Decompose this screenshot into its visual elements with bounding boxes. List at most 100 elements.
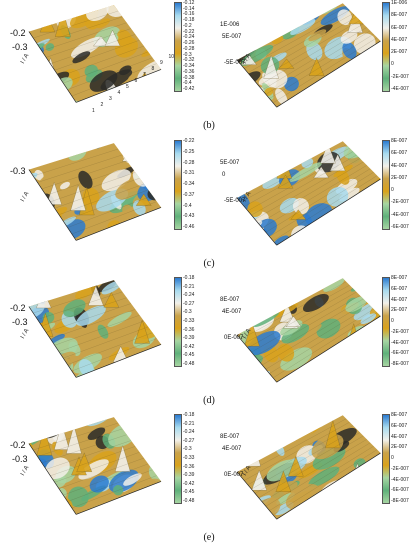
colorbar-tick-label: 0 [391,318,394,324]
colorbar-tick-label: -0.18 [183,412,195,418]
surface-patch [121,510,149,515]
surface-patch [151,511,162,515]
panel-caption: (d) [203,395,215,406]
colorbar-tick-label: -4E-007 [391,476,409,483]
surface-base [237,141,381,246]
surface-gridline [254,158,361,220]
surface-patch [145,143,162,161]
surface-gridline [258,23,364,86]
surface-peak [122,148,138,162]
surface-patch [141,81,159,101]
surface-patch [237,103,258,108]
surface-patch [35,494,45,502]
surface-patch [342,42,357,59]
surface-patch [159,353,174,368]
surface-gridline [240,6,347,65]
surface-svg [236,415,381,520]
surface-patch [15,232,27,244]
surface-peak [278,58,295,69]
colorbar-tick-label: 0 [391,61,394,68]
z-axis-label-mid: -0.3 [12,317,28,327]
surface-peak [114,445,131,472]
surface-patch [362,194,373,206]
surface-gridline [265,30,371,95]
surface-gridline [240,281,347,340]
surface [28,417,162,515]
surface-peak [325,419,341,449]
surface-gridline [41,434,127,464]
surface-patch [138,498,162,515]
surface-patch [159,291,162,309]
surface-patch [344,220,362,240]
surface-patch [148,352,162,375]
surface-patch [59,181,70,190]
surface-patch [99,218,109,226]
right-surface-plot: 5E-007 0 -5E-007 I / A [220,138,400,258]
surface-patch [249,146,262,160]
colorbar-tick-label: 8E-007 [391,12,408,19]
colorbar-tick-label: -0.34 [183,181,195,187]
surface-gridline [41,22,127,52]
surface-peak [54,422,70,450]
surface-patch [117,232,134,241]
surface-peak [46,181,62,205]
colorbar-tick-label: -0.46 [183,224,195,230]
surface-patch [237,3,240,13]
surface-gridline [254,295,361,357]
surface-patch [30,351,61,371]
axis-tick-label: 6 [134,78,138,84]
surface-gridline [269,34,374,99]
surface-patch [76,305,106,326]
surface-gridline [247,425,354,485]
z-axis-label-bottom: -5E-007 [224,60,246,66]
surface-peak [288,456,304,477]
colorbar-tick-label: 2E-007 [391,174,408,181]
surface-gridline [272,37,378,103]
colorbar-tick-label: -0.36 [183,326,195,333]
colorbar [382,277,390,367]
colorbar-tick-label: -0.45 [183,352,195,359]
surface-peak [276,289,293,308]
surface-patch [273,6,294,24]
colorbar-tick-label: -0.18 [183,17,195,24]
surface-patch [151,434,162,449]
surface-patch [88,511,122,515]
surface-patch [369,306,381,325]
surface-patch [323,278,345,292]
surface-gridline [67,195,153,228]
surface-patch [326,225,354,243]
axis-tick-label: 2 [100,102,104,108]
surface-patch [125,101,143,103]
surface-gridline [251,154,357,216]
surface-patch [261,146,282,161]
surface-patch [373,96,381,108]
surface-patch [277,343,295,362]
surface-patch [152,513,162,515]
surface-patch [28,143,43,151]
surface-gridline [54,452,140,483]
surface-patch [89,475,109,493]
surface-gridline [50,446,136,476]
surface-gridline [46,303,132,333]
surface-gridline [269,446,374,511]
colorbar-tick-label: -0.24 [183,292,195,299]
surface-patch [277,3,312,17]
colorbar-tick-label: -0.2 [183,22,192,29]
surface-peak [251,469,267,491]
surface-patch [144,86,158,96]
surface-patch [87,427,106,440]
surface-gridline [244,422,350,481]
surface-gridline [41,297,127,327]
surface-gridline [63,326,149,359]
surface-peak [244,321,260,347]
colorbar-tick-label: -0.24 [183,429,195,436]
colorbar-tick-label: -0.32 [183,57,195,64]
surface-patch [45,457,70,479]
z-axis-label-mid: -0.3 [12,454,28,464]
surface-gridline [265,305,371,370]
surface-patch [71,36,104,58]
surface-gridline [251,428,357,490]
surface-patch [273,235,289,246]
surface-gridline [71,475,157,509]
surface-patch [376,369,381,382]
